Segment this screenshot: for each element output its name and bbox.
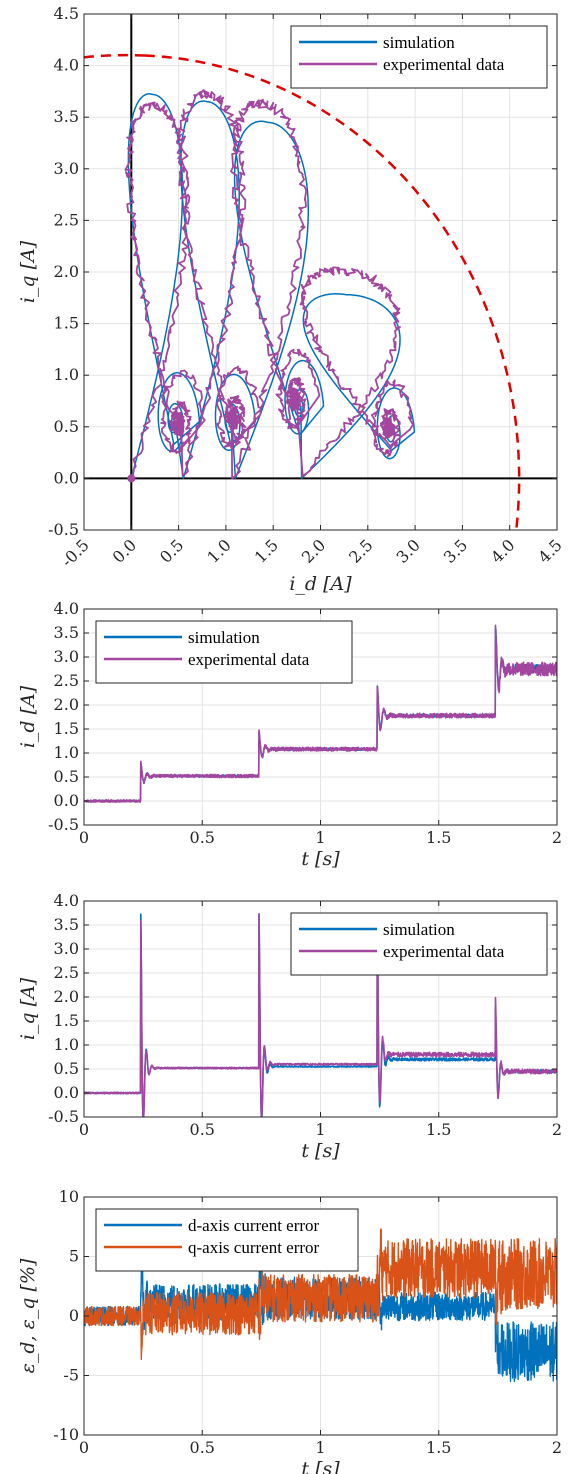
y-tick-label: 10 <box>59 1187 79 1206</box>
y-tick-label: 2.5 <box>54 963 79 982</box>
x-tick-label: 1 <box>315 1120 325 1139</box>
y-tick-label: 0.5 <box>54 767 79 786</box>
y-tick-label: -0.5 <box>48 1107 79 1126</box>
y-tick-label: 3.0 <box>54 159 79 178</box>
y-tick-label: 4.5 <box>54 4 79 23</box>
legend-box <box>95 620 353 684</box>
legend-label: experimental data <box>383 55 505 74</box>
legend-label: simulation <box>383 920 455 939</box>
origin-marker <box>127 474 136 483</box>
y-tick-label: 5 <box>69 1247 79 1266</box>
y-tick-label: -5 <box>63 1366 79 1385</box>
x-tick-label: 0.5 <box>190 1438 215 1457</box>
x-tick-label: 1 <box>315 1438 325 1457</box>
x-tick-label: 0 <box>79 828 89 847</box>
x-tick-label: 2 <box>552 828 562 847</box>
y-axis-label: ε_d, ε_q [%] <box>17 1258 39 1373</box>
x-tick-label: 0 <box>79 1438 89 1457</box>
y-tick-label: -10 <box>53 1425 79 1444</box>
legend-label: d-axis current error <box>188 1216 320 1235</box>
q-axis-error-line <box>84 1228 557 1361</box>
legend: simulation experimental data <box>290 912 548 976</box>
legend-label: experimental data <box>188 650 310 669</box>
current-limit-circle <box>144 54 521 530</box>
x-tick-label: 1.5 <box>426 1438 451 1457</box>
experimental-line <box>84 624 557 803</box>
y-tick-label: 1.5 <box>54 1011 79 1030</box>
iq-vs-id-chart: -0.5 0.0 0.5 1.0 1.5 2.0 2.5 3.0 3.5 4.0 4.5-0.50.… <box>17 4 566 595</box>
legend-label: simulation <box>383 33 455 52</box>
y-tick-label: 3.5 <box>54 107 79 126</box>
x-tick-label: 1 <box>315 828 325 847</box>
id-vs-time-chart: 0 0.5 1 1.5 2 -0.5 0.0 0.5 1.0 1.5 2.0 2.5 3.0 3.5 4.0… <box>17 599 562 870</box>
y-tick-label: 2.0 <box>54 262 79 281</box>
y-tick-label: 4.0 <box>54 599 79 618</box>
y-tick-label: 3.0 <box>54 647 79 666</box>
current-limit-circle <box>84 53 145 59</box>
x-axis-label: t [s] <box>301 848 340 870</box>
legend-label: experimental data <box>383 942 505 961</box>
x-axis-label: i_d [A] <box>289 573 352 595</box>
y-tick-label: 1.5 <box>54 719 79 738</box>
x-tick-label: 2 <box>552 1120 562 1139</box>
y-tick-label: 3.5 <box>54 915 79 934</box>
y-tick-label: 4.0 <box>54 891 79 910</box>
y-tick-label: 2.5 <box>54 671 79 690</box>
y-tick-label: 3.0 <box>54 939 79 958</box>
y-axis-label: i_d [A] <box>17 685 39 748</box>
x-tick-label: 1.5 <box>426 1120 451 1139</box>
legend: simulation experimental data <box>290 25 548 89</box>
x-axis-label: t [s] <box>301 1458 340 1474</box>
y-tick-label: 2.0 <box>54 695 79 714</box>
legend-box <box>95 1208 359 1272</box>
iq-vs-time-chart: 0 0.5 1 1.5 2 -0.5 0.0 0.5 1.0 1.5 2.0 2.5 3.0 3.5 4.0… <box>17 891 562 1162</box>
x-tick-label: 2 <box>552 1438 562 1457</box>
y-tick-label: 1.0 <box>54 365 79 384</box>
y-tick-label: 1.0 <box>54 1035 79 1054</box>
y-tick-label: 0.0 <box>54 468 79 487</box>
legend: d-axis current error q-axis current error <box>95 1208 359 1272</box>
y-tick-label: 1.0 <box>54 743 79 762</box>
x-tick-label: 0.5 <box>190 828 215 847</box>
legend-label: q-axis current error <box>188 1238 320 1257</box>
legend-box <box>290 912 548 976</box>
y-axis-label: i_q [A] <box>17 240 39 303</box>
legend-box <box>290 25 548 89</box>
x-tick-label: 0.5 <box>190 1120 215 1139</box>
y-tick-label: -0.5 <box>48 520 79 539</box>
y-tick-label: 0.5 <box>54 1059 79 1078</box>
x-tick-label: 0 <box>79 1120 89 1139</box>
y-tick-label: -0.5 <box>48 815 79 834</box>
y-tick-label: 0.5 <box>54 417 79 436</box>
y-tick-label: 3.5 <box>54 623 79 642</box>
x-tick-label: 1.5 <box>426 828 451 847</box>
y-tick-label: 2.0 <box>54 987 79 1006</box>
x-axis-label: t [s] <box>301 1140 340 1162</box>
y-tick-label: 1.5 <box>54 314 79 333</box>
y-tick-label: 0.0 <box>54 1083 79 1102</box>
legend: simulation experimental data <box>95 620 353 684</box>
y-tick-label: 4.0 <box>54 56 79 75</box>
y-axis-label: i_q [A] <box>17 977 39 1040</box>
current-error-chart: 0 0.5 1 1.5 2 -10 -5 0 5 10 t [s] ε_d, ε_q [%] d-axi… <box>17 1187 562 1474</box>
y-tick-label: 0 <box>69 1306 79 1325</box>
experimental-trajectory-line <box>124 89 414 481</box>
legend-label: simulation <box>188 628 260 647</box>
y-tick-label: 2.5 <box>54 210 79 229</box>
experimental-line <box>84 913 557 1117</box>
y-tick-label: 0.0 <box>54 791 79 810</box>
